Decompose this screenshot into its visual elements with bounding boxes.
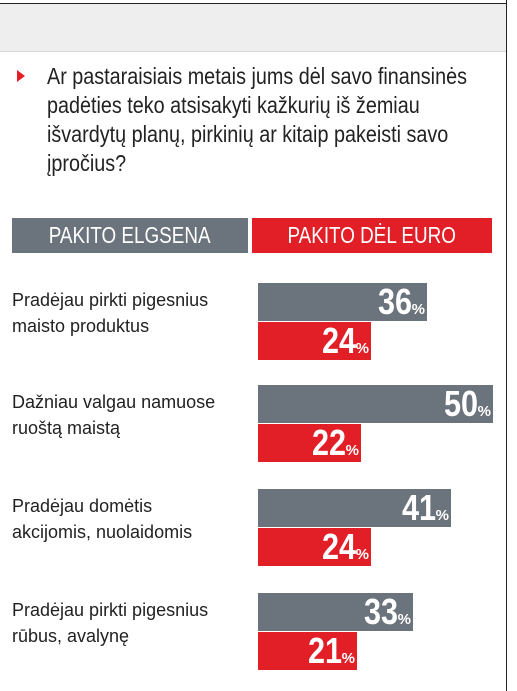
- data-label: 24%: [316, 322, 369, 360]
- category-label: Pradėjau pirkti pigesnius maisto produktu…: [12, 287, 252, 339]
- bar: [258, 385, 493, 423]
- data-label-value: 50: [443, 383, 478, 424]
- bar: [258, 489, 451, 527]
- category-label: Pradėjau pirkti pigesnius rūbus, avalynę: [12, 597, 252, 649]
- category-label-line: maisto produktus: [12, 316, 150, 336]
- category-label-line: rūbus, avalynę: [12, 626, 130, 646]
- bar: [258, 632, 357, 670]
- bar: [258, 528, 371, 566]
- data-label-value: 24: [321, 320, 356, 361]
- data-label: 50%: [438, 385, 491, 423]
- legend-series-1: PAKITO ELGSENA: [12, 218, 248, 253]
- question-text: Ar pastaraisiais metais jums dėl savo fi…: [47, 63, 467, 176]
- category-label-line: Pradėjau pirkti pigesnius: [12, 290, 209, 310]
- category-label-line: Pradėjau pirkti pigesnius: [12, 600, 209, 620]
- data-label-value: 41: [401, 487, 436, 528]
- bullet-icon: [17, 70, 25, 82]
- category-label-line: Dažniau valgau namuose: [12, 392, 216, 412]
- category-label-line: akcijomis, nuolaidomis: [12, 522, 193, 542]
- legend-series-1-label: PAKITO ELGSENA: [49, 222, 211, 248]
- bar: [258, 593, 413, 631]
- data-label-value: 22: [311, 422, 346, 463]
- data-label-value: 33: [363, 591, 398, 632]
- bar: [258, 424, 361, 462]
- data-label: 24%: [316, 528, 369, 566]
- data-label-unit: %: [477, 403, 491, 420]
- data-label-unit: %: [355, 546, 369, 563]
- category-label-line: ruoštą maistą: [12, 418, 121, 438]
- data-label-value: 21: [307, 630, 342, 671]
- data-label: 22%: [306, 424, 359, 462]
- data-label-value: 24: [321, 526, 356, 567]
- data-label-unit: %: [355, 340, 369, 357]
- data-label: 36%: [372, 283, 425, 321]
- bar: [258, 322, 371, 360]
- legend-series-2: PAKITO DĖL EURO: [252, 218, 492, 253]
- category-label-line: Pradėjau domėtis: [12, 496, 153, 516]
- data-label-unit: %: [411, 301, 425, 318]
- bar: [258, 283, 427, 321]
- data-label-unit: %: [397, 611, 411, 628]
- category-label: Pradėjau domėtis akcijomis, nuolaidomis: [12, 493, 252, 545]
- data-label: 41%: [396, 489, 449, 527]
- data-label: 21%: [302, 632, 355, 670]
- header-band: [0, 4, 506, 52]
- data-label: 33%: [358, 593, 411, 631]
- data-label-unit: %: [435, 507, 449, 524]
- right-border: [506, 0, 507, 691]
- top-rule: [0, 3, 506, 4]
- data-label-value: 36: [377, 281, 412, 322]
- data-label-unit: %: [341, 650, 355, 667]
- legend-series-2-label: PAKITO DĖL EURO: [287, 222, 457, 248]
- category-label: Dažniau valgau namuose ruoštą maistą: [12, 389, 252, 441]
- data-label-unit: %: [345, 442, 359, 459]
